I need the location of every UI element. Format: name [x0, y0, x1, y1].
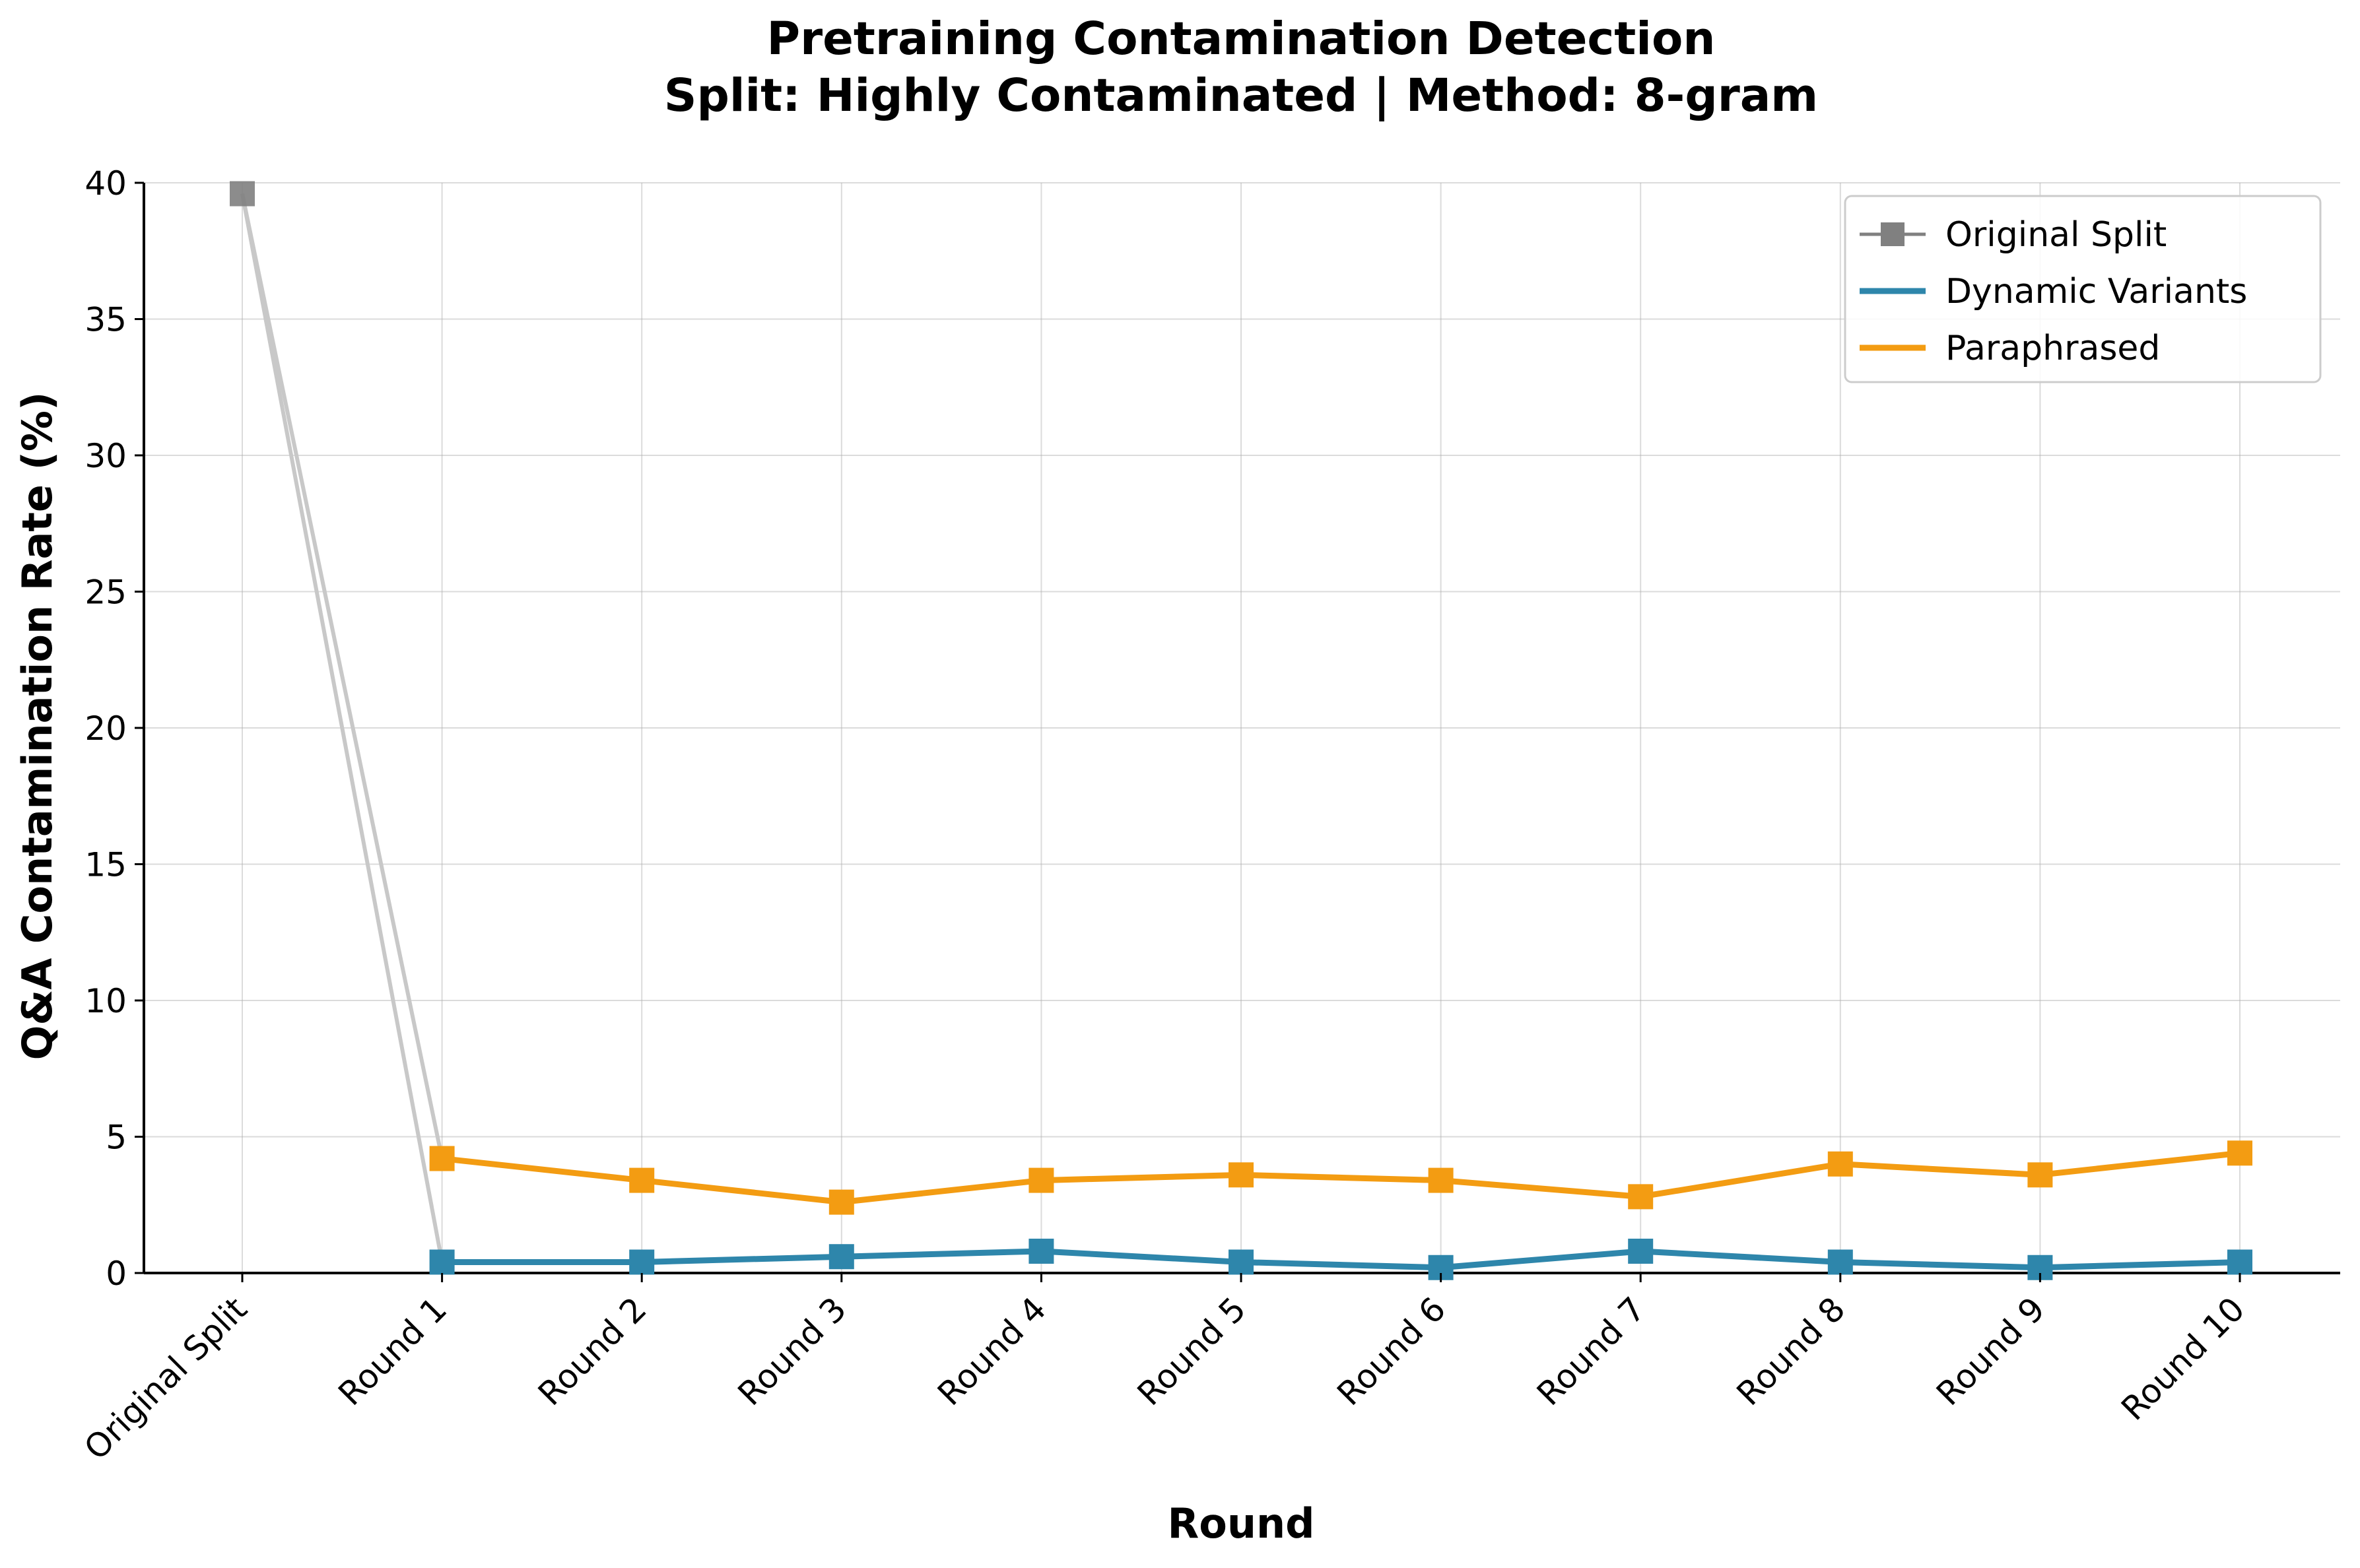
- y-tick-label-15: 15: [84, 846, 127, 884]
- data-point-dynamic-variants-round-1: [429, 1249, 455, 1275]
- y-tick-label-5: 5: [106, 1119, 127, 1157]
- data-point-paraphrased-round-8: [1827, 1151, 1853, 1177]
- data-point-paraphrased-round-1: [429, 1146, 455, 1171]
- data-point-dynamic-variants-round-7: [1628, 1238, 1654, 1264]
- data-point-paraphrased-round-7: [1628, 1184, 1654, 1210]
- y-tick-label-0: 0: [106, 1255, 127, 1293]
- data-point-dynamic-variants-round-10: [2227, 1249, 2252, 1275]
- connector-layer: [240, 193, 444, 1263]
- x-tick-label-original-split: Original Split: [77, 1290, 254, 1467]
- data-point-paraphrased-round-10: [2227, 1140, 2252, 1166]
- y-axis-label: Q&A Contamination Rate (%): [13, 392, 61, 1061]
- y-tick-label-20: 20: [84, 709, 127, 748]
- series-line-dynamic-variants: [442, 1248, 2241, 1271]
- legend-marker-original-split: [1881, 222, 1905, 246]
- x-tick-label-round-7: Round 7: [1530, 1290, 1653, 1413]
- data-point-original-split-original-split: [230, 181, 255, 207]
- chart-title: Pretraining Contamination Detection: [767, 13, 1716, 65]
- data-point-paraphrased-round-4: [1028, 1167, 1054, 1193]
- data-point-dynamic-variants-round-2: [629, 1249, 655, 1275]
- x-tick-label-round-4: Round 4: [930, 1290, 1054, 1413]
- x-tick-label-round-2: Round 2: [531, 1290, 654, 1413]
- data-point-paraphrased-round-5: [1229, 1162, 1254, 1188]
- legend-label-paraphrased: Paraphrased: [1945, 329, 2160, 368]
- x-tick-label-round-10: Round 10: [2114, 1290, 2252, 1427]
- connector-line-dynamic-variants: [240, 193, 444, 1263]
- data-point-paraphrased-round-6: [1428, 1167, 1454, 1193]
- chart-subtitle: Split: Highly Contaminated | Method: 8-g…: [664, 69, 1818, 122]
- series-layer: [230, 181, 2252, 1280]
- x-tick-label-round-1: Round 1: [331, 1290, 454, 1413]
- y-tick-label-10: 10: [84, 982, 127, 1020]
- y-tick-label-30: 30: [84, 437, 127, 475]
- data-point-dynamic-variants-round-3: [828, 1244, 854, 1270]
- x-tick-label-round-5: Round 5: [1130, 1290, 1254, 1413]
- legend-box: [1844, 195, 2322, 383]
- legend-label-dynamic-variants: Dynamic Variants: [1945, 272, 2247, 311]
- data-point-paraphrased-round-2: [629, 1167, 655, 1193]
- legend: Original Split Dynamic Variants Paraphrase…: [1844, 195, 2322, 383]
- data-point-dynamic-variants-round-5: [1229, 1249, 1254, 1275]
- data-point-paraphrased-round-9: [2027, 1162, 2053, 1188]
- legend-label-original-split: Original Split: [1945, 215, 2167, 255]
- x-axis-label: Round: [1168, 1499, 1315, 1548]
- x-tick-label-round-9: Round 9: [1929, 1290, 2052, 1413]
- y-tick-label-40: 40: [84, 164, 127, 203]
- data-point-paraphrased-round-3: [828, 1189, 854, 1215]
- x-tick-label-round-8: Round 8: [1730, 1290, 1853, 1413]
- data-point-dynamic-variants-round-4: [1028, 1238, 1054, 1264]
- y-tick-label-25: 25: [84, 573, 127, 612]
- data-point-dynamic-variants-round-8: [1827, 1249, 1853, 1275]
- x-tick-label-round-6: Round 6: [1330, 1290, 1453, 1413]
- x-tick-label-round-3: Round 3: [731, 1290, 854, 1413]
- connector-line-paraphrased: [240, 193, 444, 1160]
- y-tick-label-35: 35: [84, 301, 127, 339]
- series-line-paraphrased: [442, 1150, 2241, 1206]
